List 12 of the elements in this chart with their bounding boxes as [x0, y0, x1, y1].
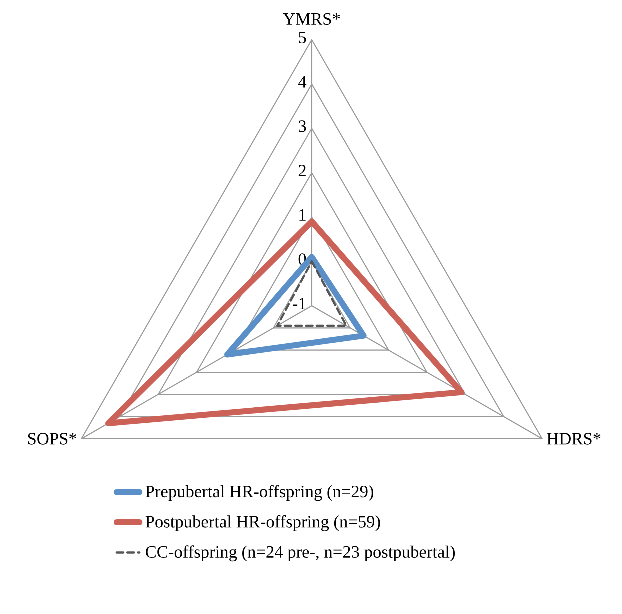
y-tick-label: 4: [298, 76, 307, 88]
y-tick-label: 5: [299, 32, 306, 44]
spoke-label: SOPS*: [28, 433, 77, 445]
y-tick-label: 3: [299, 120, 306, 132]
y-tick-label: 2: [298, 165, 306, 177]
legend-label: CC-offspring (n=24 pre-, n=23 postpubertal): [146, 546, 456, 562]
y-tick-label: -1: [293, 298, 306, 310]
legend-label: Postpubertal HR-offspring (n=59): [146, 515, 380, 532]
legend-label: Prepubertal HR-offspring (n=29): [146, 485, 374, 502]
spoke-label: HDRS*: [547, 433, 601, 445]
spoke-label: YMRS*: [283, 13, 340, 26]
y-tick-label: 1: [300, 209, 306, 221]
